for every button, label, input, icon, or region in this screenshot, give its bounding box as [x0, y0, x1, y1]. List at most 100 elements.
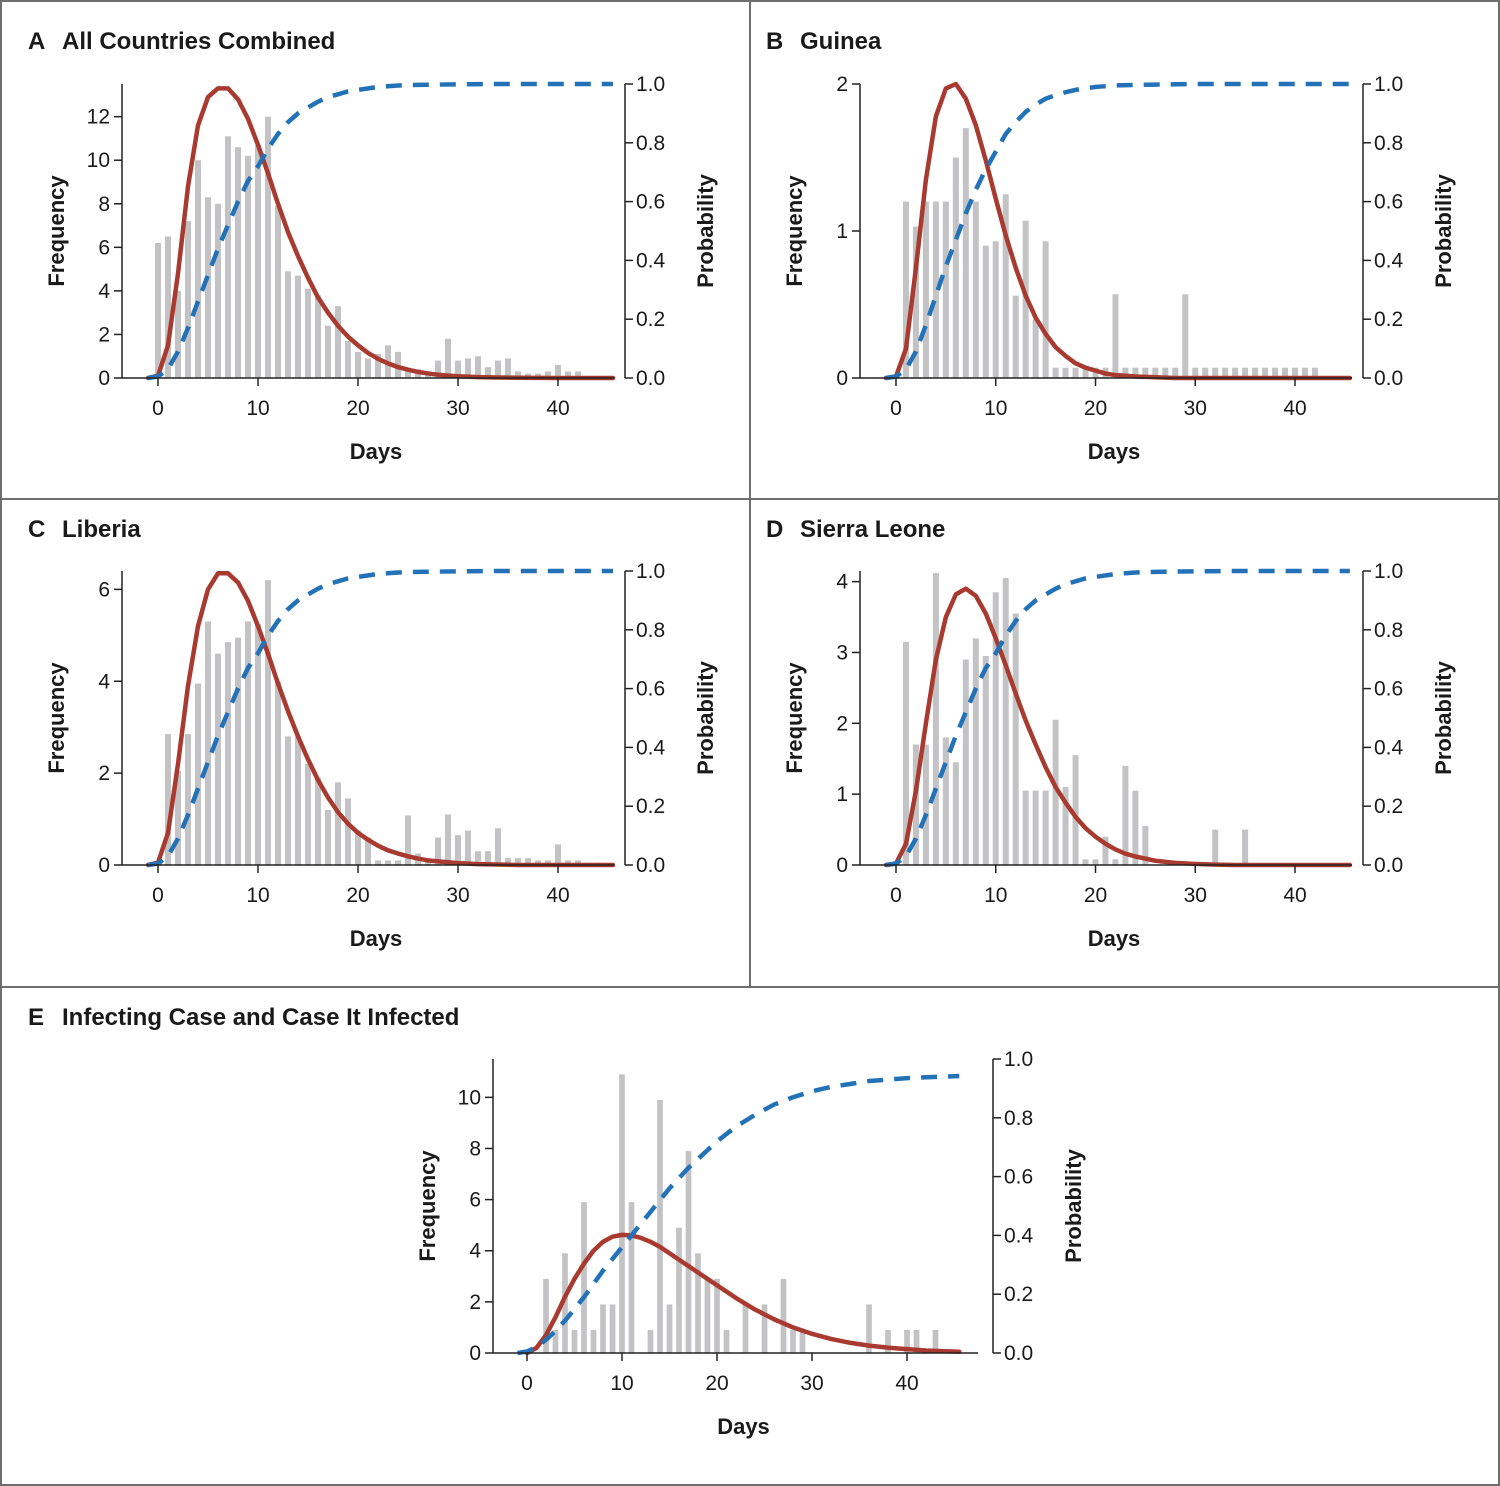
bar-a-day-7 [225, 136, 231, 378]
bar-b-day-33 [1222, 367, 1229, 378]
bar-c-day-2 [175, 770, 181, 865]
bar-c-day-5 [205, 621, 211, 865]
bar-b-day-29 [1182, 294, 1189, 378]
bar-e-day-6 [581, 1202, 587, 1353]
bar-b-day-36 [1252, 367, 1259, 378]
x-tick-label-e-0: 0 [521, 1372, 533, 1395]
bar-a-day-34 [495, 360, 501, 378]
x-tick-label-c-20: 20 [346, 884, 369, 907]
bar-e-day-17 [685, 1151, 692, 1353]
bar-c-day-24 [395, 860, 401, 865]
y2-axis-label-e: Probability [1061, 1148, 1086, 1262]
x-tick-label-a-30: 30 [446, 397, 469, 420]
bar-a-day-18 [335, 306, 341, 378]
bar-a-day-14 [295, 275, 301, 378]
panel-letter-d: D [766, 516, 784, 543]
y-tick-label-a-6: 6 [98, 236, 110, 259]
bar-d-day-11 [1002, 578, 1009, 865]
bar-c-day-3 [185, 734, 191, 865]
bar-e-day-9 [609, 1304, 616, 1353]
panel-title-text-b: Guinea [800, 28, 882, 55]
bar-d-day-15 [1042, 790, 1049, 865]
y2-axis-label-a: Probability [693, 173, 718, 287]
y-tick-label-a-2: 2 [98, 323, 110, 346]
y2-tick-label-a-4: 0.8 [636, 132, 665, 155]
bar-a-day-17 [325, 325, 331, 378]
x-tick-label-b-40: 40 [1283, 397, 1306, 420]
bar-a-day-32 [475, 356, 481, 378]
y2-tick-label-e-2: 0.4 [1004, 1224, 1034, 1247]
density-curve-d [883, 586, 1353, 868]
x-tick-label-e-40: 40 [895, 1372, 918, 1395]
cumulative-curve-e [517, 1073, 960, 1356]
bar-b-day-31 [1202, 367, 1209, 378]
panel-letter-b: B [766, 28, 784, 55]
y2-tick-label-d-5: 1.0 [1374, 560, 1403, 583]
bar-a-day-6 [215, 203, 221, 378]
bar-b-day-32 [1212, 367, 1219, 378]
bar-c-day-35 [505, 858, 511, 865]
bar-c-day-20 [355, 830, 361, 865]
y2-tick-label-a-3: 0.6 [636, 191, 665, 214]
y-tick-label-a-4: 4 [98, 280, 110, 303]
y-tick-label-c-6: 6 [98, 578, 110, 601]
bar-d-day-22 [1112, 859, 1119, 865]
bar-d-day-18 [1072, 755, 1079, 865]
bar-e-day-4 [562, 1253, 568, 1353]
cumulative-curve-c [147, 568, 613, 868]
y2-tick-label-d-2: 0.4 [1374, 736, 1404, 759]
y2-tick-label-d-0: 0.0 [1374, 854, 1403, 877]
y2-tick-label-c-1: 0.2 [636, 795, 665, 818]
bar-e-day-7 [590, 1329, 597, 1353]
y-tick-label-d-0: 0 [836, 854, 848, 877]
bar-e-day-16 [676, 1227, 682, 1353]
bar-d-day-20 [1092, 859, 1099, 865]
bar-c-day-32 [475, 851, 481, 865]
bar-a-day-19 [345, 340, 351, 378]
y-tick-label-c-2: 2 [98, 762, 110, 785]
bar-a-day-42 [575, 371, 581, 378]
y-tick-label-e-2: 2 [469, 1291, 481, 1314]
y2-tick-label-d-1: 0.2 [1374, 795, 1403, 818]
bar-d-day-35 [1242, 829, 1249, 865]
bar-a-day-36 [515, 371, 521, 378]
bar-e-day-27 [780, 1278, 787, 1353]
y-tick-label-d-4: 4 [836, 571, 848, 594]
bar-d-day-4 [932, 573, 939, 865]
bar-a-day-3 [185, 221, 191, 378]
bar-c-day-11 [265, 580, 271, 865]
bar-b-day-16 [1052, 367, 1059, 378]
bar-a-day-31 [465, 358, 471, 378]
bar-b-day-28 [1172, 367, 1179, 378]
y2-tick-label-c-0: 0.0 [636, 854, 665, 877]
bar-a-day-9 [245, 155, 251, 378]
y2-axis-label-d: Probability [1431, 660, 1456, 774]
y-axis-label-a: Frequency [44, 175, 69, 287]
x-axis-label-c: Days [350, 926, 403, 951]
y2-tick-label-c-2: 0.4 [636, 736, 666, 759]
x-tick-label-c-0: 0 [152, 884, 164, 907]
bar-b-day-5 [942, 201, 949, 378]
bar-a-day-2 [175, 290, 181, 378]
bar-c-day-16 [315, 777, 321, 865]
bar-e-day-29 [799, 1329, 806, 1353]
y-tick-label-a-10: 10 [87, 149, 110, 172]
bar-b-day-11 [1002, 194, 1009, 378]
y2-tick-label-c-5: 1.0 [636, 560, 665, 583]
bar-e-day-40 [904, 1329, 910, 1353]
bar-e-day-36 [866, 1304, 872, 1353]
chart-d: 0 10 20 30 40 Days 0 1 2 3 4 Frequency 0.0 0.2 0.4 0.6 0… [782, 560, 1456, 951]
bar-c-day-18 [335, 782, 341, 865]
bar-e-day-38 [885, 1329, 891, 1353]
x-axis-label-a: Days [350, 439, 403, 464]
bar-b-day-3 [922, 201, 929, 378]
bar-b-day-39 [1282, 367, 1289, 378]
x-tick-label-d-10: 10 [984, 884, 1007, 907]
x-axis-label-d: Days [1088, 926, 1141, 951]
bar-c-day-27 [425, 860, 431, 865]
bar-e-day-19 [704, 1278, 711, 1353]
bar-a-day-1 [165, 236, 171, 378]
x-tick-label-a-0: 0 [152, 397, 164, 420]
y-axis-label-b: Frequency [782, 175, 807, 287]
cumulative-curve-b [885, 81, 1350, 381]
